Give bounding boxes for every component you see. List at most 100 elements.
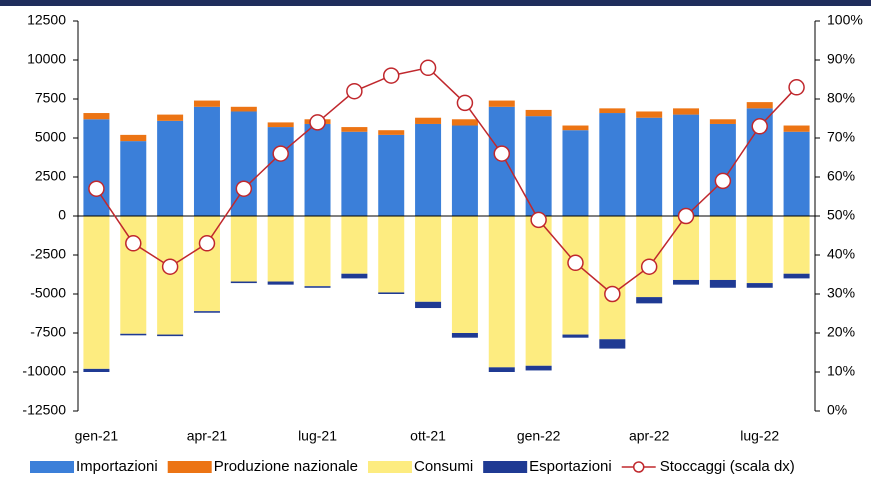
y2-tick-label: 40% [827, 246, 855, 262]
bar [378, 216, 405, 293]
bar [636, 216, 663, 298]
bar [304, 123, 331, 216]
bar [230, 281, 257, 284]
bar [599, 113, 626, 216]
x-tick-label: lug-22 [740, 428, 779, 444]
line-marker [640, 258, 658, 275]
bar [378, 292, 405, 294]
bar [599, 108, 626, 114]
bar [83, 119, 110, 216]
bar [341, 273, 368, 279]
line-marker [419, 59, 437, 77]
y2-tick-label: 0% [827, 402, 847, 418]
legend-label: Stoccaggi (scala dx) [660, 458, 795, 475]
bar [562, 334, 589, 338]
bar [193, 216, 220, 312]
bar [636, 111, 663, 118]
bar [525, 109, 552, 117]
bar [599, 339, 626, 349]
bar [451, 119, 478, 126]
bar [267, 216, 294, 282]
y-tick-label: 2500 [35, 168, 66, 184]
line-marker [677, 207, 695, 225]
bar [157, 334, 184, 337]
legend-label: Importazioni [76, 458, 158, 475]
bar [746, 216, 773, 284]
bar [709, 279, 736, 288]
line-marker [309, 114, 326, 131]
line-marker [125, 235, 142, 252]
legend-label: Esportazioni [529, 458, 612, 475]
y2-tick-label: 30% [827, 285, 855, 301]
bar [120, 333, 147, 336]
bar [157, 120, 184, 216]
bar [83, 368, 110, 372]
legend-marker [632, 461, 645, 473]
bar [415, 117, 442, 124]
y2-tick-label: 80% [827, 90, 855, 106]
legend-label: Consumi [414, 458, 473, 475]
bar [451, 125, 478, 216]
line-marker [751, 118, 768, 135]
bar [488, 367, 515, 372]
legend-swatch [30, 461, 74, 473]
bar [304, 216, 331, 287]
bar [267, 122, 294, 128]
bar [673, 279, 700, 285]
y2-tick-label: 10% [827, 363, 855, 379]
line-marker [198, 235, 216, 252]
bar [267, 281, 294, 285]
bar [488, 216, 515, 368]
bar [636, 297, 663, 304]
x-tick-label: ott-21 [410, 428, 446, 444]
legend-swatch [483, 461, 528, 473]
bar [193, 311, 220, 313]
line-marker [161, 258, 179, 275]
y-tick-label: -5000 [30, 285, 66, 301]
line-marker [382, 67, 400, 84]
bar [304, 286, 331, 288]
bar [230, 106, 257, 112]
bar [341, 131, 368, 216]
bar [341, 216, 368, 274]
bar [451, 216, 478, 333]
bar [562, 130, 589, 216]
bar [709, 123, 736, 216]
bar [599, 216, 626, 340]
bar [673, 108, 700, 115]
bar [783, 273, 810, 279]
x-tick-label: gen-22 [517, 428, 561, 444]
bar [83, 216, 110, 369]
y2-tick-label: 90% [827, 51, 855, 67]
line-marker [567, 254, 584, 272]
bar [378, 130, 405, 135]
y-tick-label: 12500 [27, 12, 66, 28]
bar [157, 216, 184, 335]
y2-tick-label: 20% [827, 324, 855, 340]
bar [673, 216, 700, 280]
y-tick-label: -2500 [30, 246, 66, 262]
bar [709, 216, 736, 280]
y2-tick-label: 60% [827, 168, 855, 184]
bar [673, 114, 700, 216]
line-marker [88, 180, 105, 197]
bar [230, 216, 257, 282]
legend-swatch [167, 461, 212, 473]
bar [783, 131, 810, 216]
line [95, 66, 798, 295]
x-tick-label: lug-21 [298, 428, 337, 444]
bar [415, 301, 442, 309]
y-tick-label: -10000 [22, 363, 66, 379]
bar [746, 102, 773, 109]
bar [709, 119, 736, 124]
bar [193, 100, 220, 107]
y-tick-label: -7500 [30, 324, 66, 340]
y-tick-label: 5000 [35, 129, 66, 145]
line-marker [272, 145, 289, 162]
y2-tick-label: 70% [827, 129, 855, 145]
line-marker [346, 82, 363, 100]
line-marker [493, 145, 511, 162]
x-tick-label: apr-22 [629, 428, 670, 444]
x-tick-label: apr-21 [187, 428, 228, 444]
